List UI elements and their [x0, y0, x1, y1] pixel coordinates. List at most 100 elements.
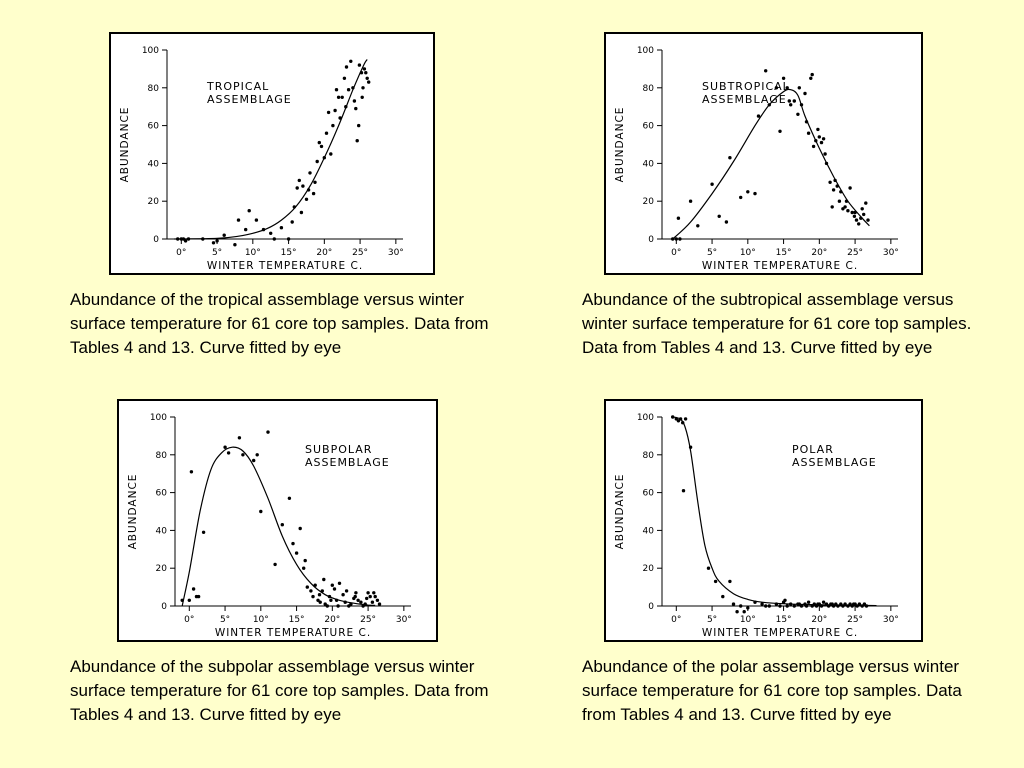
data-point [676, 419, 681, 423]
data-point [319, 144, 324, 149]
data-point [273, 562, 277, 567]
y-axis-label: ABUNDANCE [614, 107, 626, 183]
data-point [343, 600, 347, 604]
chart-title-line: TROPICAL [206, 80, 269, 93]
y-axis-label: ABUNDANCE [127, 474, 139, 550]
data-point [201, 237, 205, 241]
data-point [346, 88, 351, 92]
data-point [363, 602, 367, 606]
data-point [764, 69, 768, 73]
y-tick-label: 100 [637, 413, 654, 423]
data-point [316, 598, 320, 602]
x-tick-label: 0° [176, 248, 186, 258]
data-point [739, 195, 743, 200]
data-point [792, 604, 796, 608]
data-point [299, 210, 304, 215]
data-point [342, 76, 347, 80]
chart-title-line: SUBTROPICAL [702, 80, 790, 93]
data-point [357, 123, 361, 128]
data-point [301, 184, 305, 188]
data-point [812, 602, 816, 606]
data-point [671, 415, 675, 419]
chart-svg: 0 20 40 60 80 100 0° 5° 10° 15° 20° 25° 30° WINTER TE… [614, 46, 899, 272]
data-point [365, 596, 369, 601]
data-point [305, 585, 309, 589]
data-point [338, 116, 342, 120]
data-point [304, 197, 309, 201]
data-point [322, 156, 326, 160]
data-point [349, 602, 353, 606]
chart-title-line: POLAR [792, 443, 834, 456]
data-point [344, 105, 348, 109]
y-tick-label: 20 [643, 564, 655, 574]
y-tick-label: 40 [148, 159, 160, 169]
data-point [355, 139, 359, 143]
data-point [291, 541, 295, 546]
data-point [781, 76, 786, 80]
data-point [272, 237, 276, 241]
data-point [233, 243, 237, 247]
data-point [859, 216, 863, 220]
data-point [244, 227, 248, 232]
data-point [317, 140, 321, 145]
x-tick-label: 25° [360, 615, 376, 625]
data-point [841, 604, 845, 608]
data-point [354, 106, 358, 111]
data-point [375, 598, 380, 602]
data-point [831, 188, 836, 192]
data-point [331, 123, 335, 128]
y-tick-label: 100 [637, 46, 654, 56]
data-point [298, 526, 302, 531]
data-point [753, 600, 757, 604]
data-point [373, 594, 377, 599]
data-point [359, 600, 363, 604]
x-axis-label: WINTER TEMPERATURE C. [702, 260, 858, 272]
y-tick-label: 0 [153, 235, 159, 245]
x-tick-label: 20° [316, 248, 332, 258]
data-point [189, 470, 194, 474]
data-point [688, 445, 693, 449]
chart-panel-subpolar: 0 20 40 60 80 100 0° 5° 10° 15° 20° 25° 30° WINTER TE… [117, 399, 438, 642]
fitted-curve [672, 416, 877, 607]
data-point [370, 600, 375, 604]
x-tick-label: 30° [388, 248, 404, 258]
data-point [290, 220, 294, 224]
data-point [326, 110, 331, 115]
y-tick-label: 80 [643, 451, 655, 461]
data-point [280, 523, 284, 527]
data-point [287, 496, 292, 500]
data-point [746, 606, 750, 610]
data-point [804, 604, 809, 608]
y-tick-label: 0 [648, 235, 654, 245]
chart-title-line: ASSEMBLAGE [792, 456, 877, 469]
data-point [821, 600, 826, 604]
data-point [710, 182, 714, 186]
data-point [341, 593, 345, 597]
data-point [226, 451, 231, 455]
caption-polar: Abundance of the polar assemblage versus… [582, 657, 962, 724]
x-tick-label: 30° [396, 615, 412, 625]
data-point [826, 604, 831, 608]
data-point [814, 139, 818, 143]
data-point [181, 237, 186, 241]
y-tick-label: 60 [156, 489, 168, 499]
data-point [362, 67, 367, 71]
data-point [334, 598, 339, 602]
y-tick-label: 80 [148, 84, 160, 94]
data-point [313, 583, 317, 587]
data-point [324, 131, 329, 135]
data-point [821, 137, 826, 141]
data-point [688, 199, 693, 203]
data-point [303, 558, 307, 563]
data-point [866, 218, 870, 222]
data-point [353, 594, 357, 599]
data-point [828, 180, 832, 184]
data-point [837, 199, 842, 203]
data-point [336, 604, 340, 608]
data-point [841, 207, 845, 211]
data-point [836, 604, 840, 608]
data-point [365, 76, 369, 80]
data-point [767, 103, 771, 107]
data-point [857, 602, 862, 606]
x-tick-label: 30° [883, 248, 899, 258]
